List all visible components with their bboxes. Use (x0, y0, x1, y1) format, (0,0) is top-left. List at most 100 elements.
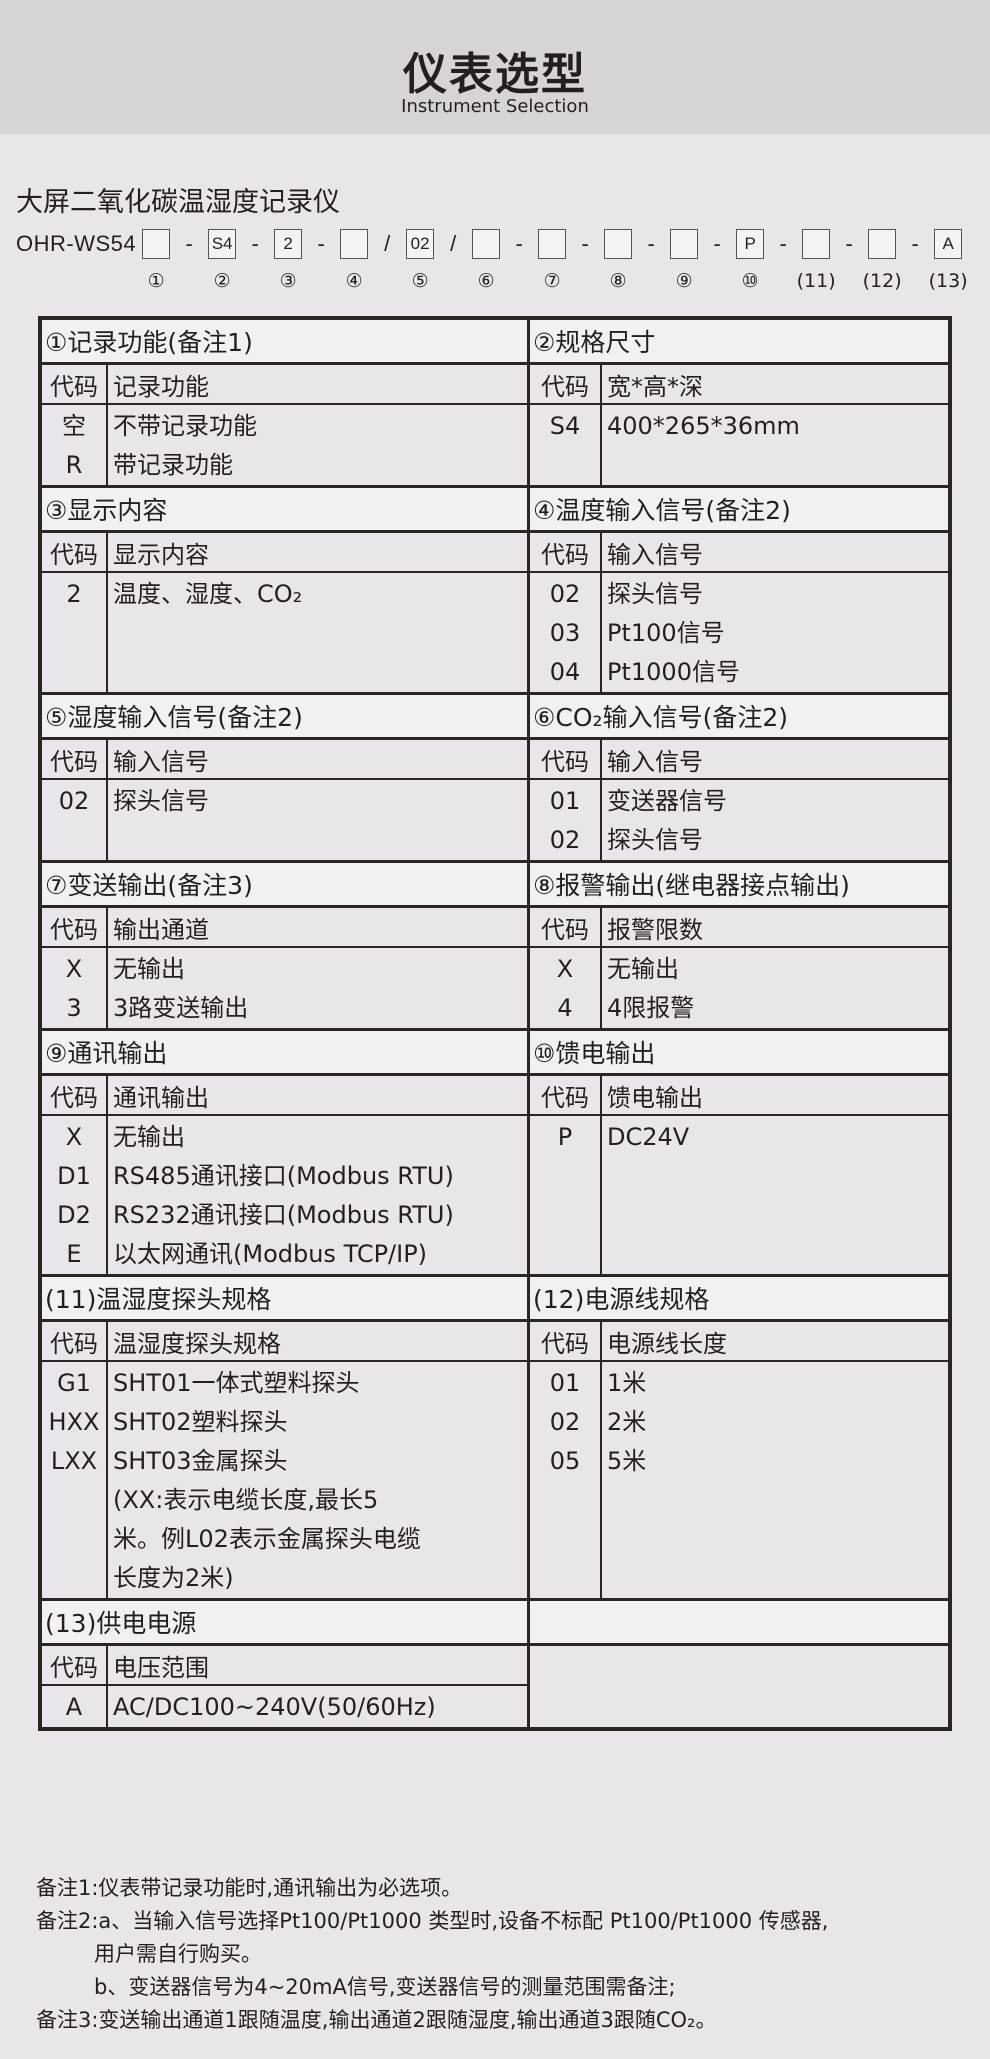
option-description: 探头信号 (113, 787, 209, 815)
description-column: 无输出 4限报警 (602, 948, 948, 1028)
code-box (868, 229, 897, 259)
option-code: D2 (57, 1201, 91, 1229)
code-box (670, 229, 699, 259)
section-body: 2 温度、湿度、CO₂ (42, 573, 527, 692)
column-header: 代码 报警限数 (530, 908, 948, 948)
code-box (472, 229, 501, 259)
section-9: ⑨通讯输出 代码 通讯输出 X D1 D2 E 无输出 RS485通讯接口(Modbus RTU… (42, 1031, 530, 1274)
option-description: 以太网通讯(Modbus TCP/IP) (113, 1240, 428, 1268)
option-code: 04 (549, 658, 581, 686)
section-5: ⑤湿度输入信号(备注2) 代码 输入信号 02 探头信号 (42, 695, 530, 860)
option-description: 探头信号 (607, 580, 703, 608)
column-title: 输入信号 (113, 747, 209, 776)
section-body: X 3 无输出 3路变送输出 (42, 948, 527, 1028)
option-description: DC24V (607, 1123, 690, 1151)
option-description: 无输出 (113, 955, 185, 983)
option-code: A (65, 1693, 83, 1721)
note-2b: b、变送器信号为4~20mA信号,变送器信号的测量范围需备注; (94, 1975, 676, 1999)
code-column: G1 HXX LXX (42, 1362, 108, 1598)
code-column: S4 (530, 405, 602, 485)
position-number: ② (213, 270, 231, 292)
header-banner: 仪表选型 Instrument Selection (0, 0, 990, 134)
column-header: 代码 通讯输出 (42, 1076, 527, 1116)
code-box (604, 229, 633, 259)
option-description: RS485通讯接口(Modbus RTU) (113, 1162, 454, 1190)
option-code: S4 (549, 412, 581, 440)
section-6: ⑥CO₂输入信号(备注2) 代码 输入信号 01 02 变送器信号 探头信号 (530, 695, 948, 860)
option-description: Pt100信号 (607, 619, 725, 647)
code-header: 代码 (42, 908, 108, 946)
description-column: AC/DC100~240V(50/60Hz) (108, 1686, 527, 1727)
section-14 (530, 1601, 948, 1727)
option-code (42, 1481, 106, 1520)
section-body: G1 HXX LXX SHT01一体式塑料探头 SHT02塑料探头 SHT03金属探头 (X… (42, 1362, 527, 1598)
option-code: 02 (549, 1408, 581, 1436)
code-separator: - (911, 231, 919, 256)
code-column: 01 02 (530, 780, 602, 860)
model-prefix: OHR-WS54 (16, 231, 137, 256)
code-box (142, 229, 171, 259)
option-description: 无输出 (607, 955, 679, 983)
notes: 备注1:仪表带记录功能时,通讯输出为必选项。 备注2:a、当输入信号选择Pt10… (36, 1872, 828, 2037)
section-title: ③显示内容 (42, 488, 527, 533)
section-body: X D1 D2 E 无输出 RS485通讯接口(Modbus RTU) RS232通讯接口(… (42, 1116, 527, 1274)
code-header: 代码 (42, 533, 108, 571)
option-description: 无输出 (113, 1123, 185, 1151)
column-header: 代码 显示内容 (42, 533, 527, 573)
option-description: 3路变送输出 (113, 994, 249, 1022)
note-3: 备注3:变送输出通道1跟随温度,输出通道2跟随湿度,输出通道3跟随CO₂。 (36, 2008, 717, 2032)
option-code: 空 (62, 412, 86, 440)
page-title: 仪表选型 (403, 49, 587, 100)
option-description: 变送器信号 (607, 787, 727, 815)
description-column: 变送器信号 探头信号 (602, 780, 948, 860)
column-title: 电压范围 (113, 1653, 209, 1682)
column-title: 输入信号 (607, 540, 703, 569)
column-header: 代码 记录功能 (42, 365, 527, 405)
option-description: 温度、湿度、CO₂ (113, 580, 303, 608)
description-column: DC24V (602, 1116, 948, 1274)
option-code: X (65, 955, 83, 983)
description-column: 探头信号 (108, 780, 527, 860)
description-column: 不带记录功能 带记录功能 (108, 405, 527, 485)
section-1: ①记录功能(备注1) 代码 记录功能空 R 不带记录功能 带记录功能 (42, 320, 530, 485)
column-header: 代码 电源线长度 (530, 1322, 948, 1362)
option-description: Pt1000信号 (607, 658, 740, 686)
section-body: 02 探头信号 (42, 780, 527, 860)
empty-header (530, 1601, 948, 1646)
column-header: 代码 温湿度探头规格 (42, 1322, 527, 1362)
code-separator: - (845, 231, 853, 256)
option-description: 带记录功能 (113, 451, 233, 479)
section-body: 01 02 变送器信号 探头信号 (530, 780, 948, 860)
empty-cell (530, 1646, 948, 1727)
position-number: ⑤ (411, 270, 429, 292)
column-title: 报警限数 (607, 915, 703, 944)
option-description: (XX:表示电缆长度,最长5 (113, 1486, 379, 1514)
section-title: ⑤湿度输入信号(备注2) (42, 695, 527, 740)
section-body: 02 03 04 探头信号 Pt100信号 Pt1000信号 (530, 573, 948, 692)
code-box (802, 229, 831, 259)
description-column: 400*265*36mm (602, 405, 948, 485)
option-description: RS232通讯接口(Modbus RTU) (113, 1201, 454, 1229)
table-row: ⑦变送输出(备注3) 代码 输出通道 X 3 无输出 3路变送输出 ⑧报警输出(继电器接点输出… (42, 860, 948, 1028)
position-number: ⑨ (675, 270, 693, 292)
option-description: SHT02塑料探头 (113, 1408, 288, 1436)
option-description: AC/DC100~240V(50/60Hz) (113, 1693, 436, 1721)
code-separator: - (515, 231, 523, 256)
option-description: 2米 (607, 1408, 647, 1436)
table-row: ⑤湿度输入信号(备注2) 代码 输入信号 02 探头信号 ⑥CO₂输入信号(备注2) 代码输… (42, 692, 948, 860)
section-3: ③显示内容 代码 显示内容 2 温度、湿度、CO₂ (42, 488, 530, 692)
code-column: 01 02 05 (530, 1362, 602, 1598)
option-code: 4 (557, 994, 573, 1022)
code-box: A (934, 229, 963, 259)
option-description: 400*265*36mm (607, 412, 800, 440)
option-code: LXX (50, 1447, 98, 1475)
code-separator: - (317, 231, 325, 256)
code-header: 代码 (42, 1646, 108, 1684)
code-separator: - (251, 231, 259, 256)
position-number: ⑥ (477, 270, 495, 292)
option-description: SHT01一体式塑料探头 (113, 1369, 360, 1397)
section-12: (12)电源线规格 代码 电源线长度 01 02 05 1米 2米 5米 (530, 1277, 948, 1598)
column-title: 电源线长度 (607, 1329, 727, 1358)
